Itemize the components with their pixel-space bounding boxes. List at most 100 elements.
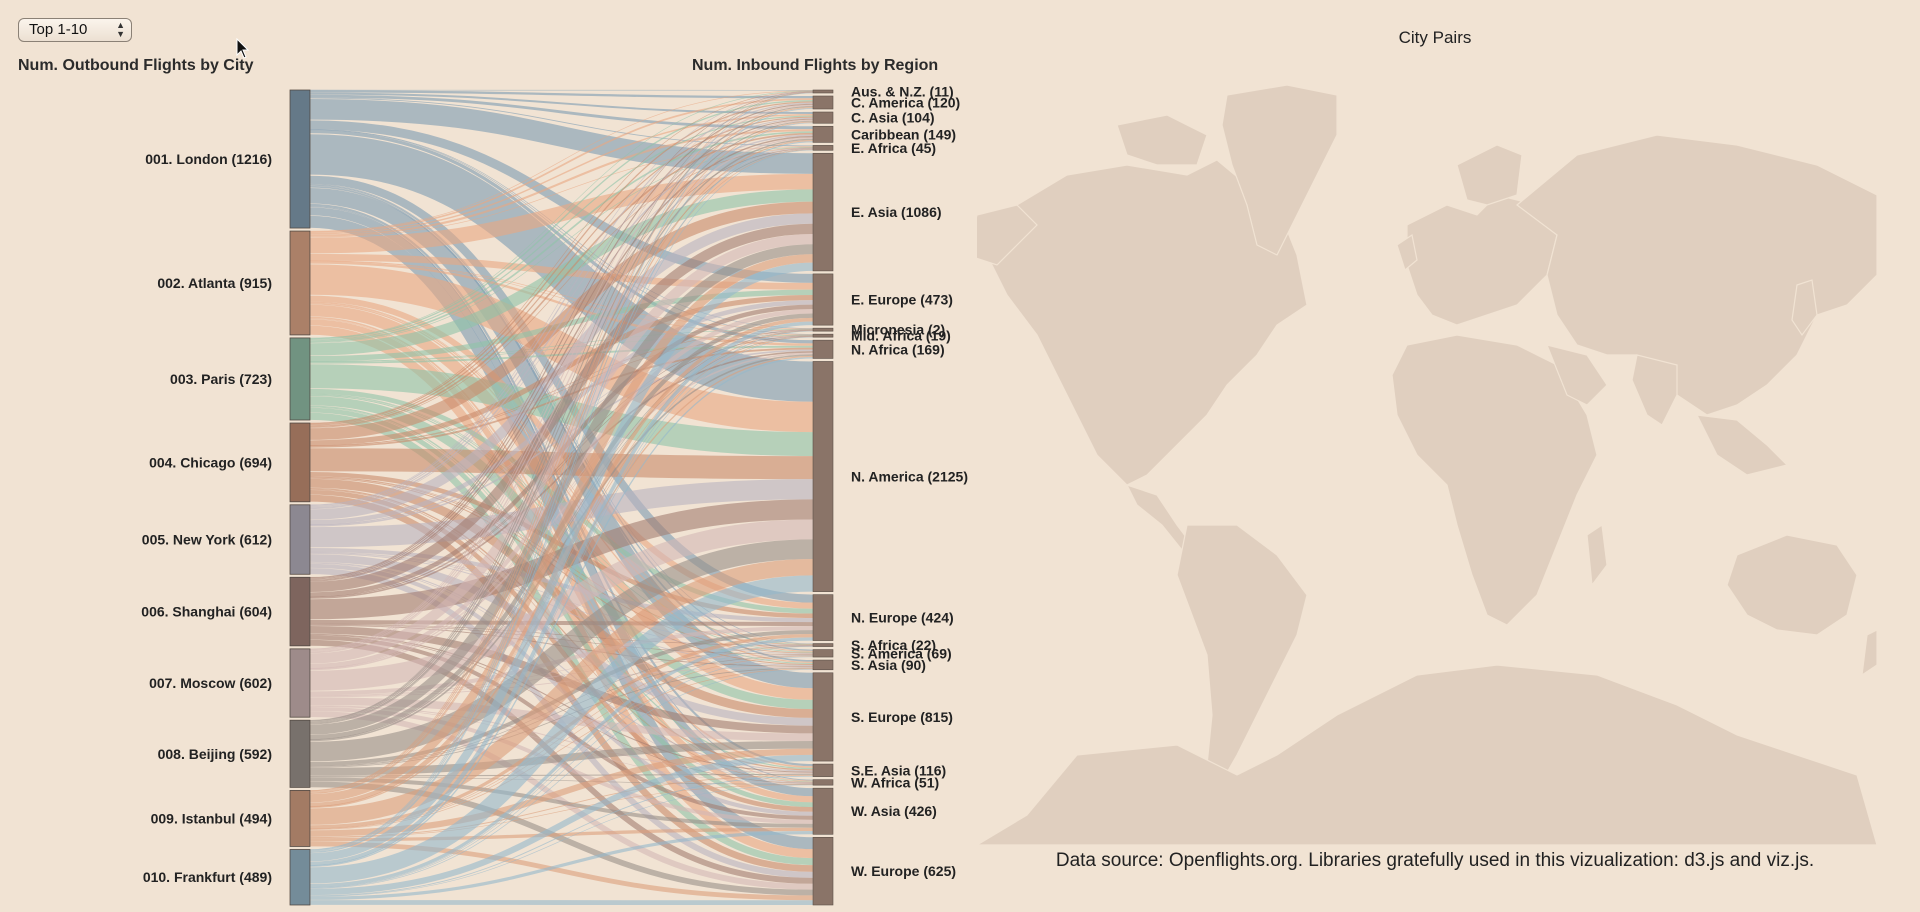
- sankey-link: [309, 92, 814, 721]
- target-label: Aus. & N.Z. (11): [851, 84, 954, 100]
- sankey-link: [309, 99, 814, 340]
- sankey-link: [309, 637, 814, 888]
- sankey-link: [309, 262, 814, 862]
- sankey-link: [309, 213, 814, 520]
- sankey-link: [309, 539, 814, 762]
- target-node: [812, 594, 834, 641]
- map-title: City Pairs: [1398, 28, 1472, 47]
- sankey-link: [309, 149, 814, 854]
- sankey-link: [309, 841, 814, 901]
- source-label: 004. Chicago (694): [149, 454, 272, 470]
- target-node: [812, 152, 834, 272]
- target-node: [812, 779, 834, 786]
- sankey-link: [309, 91, 814, 506]
- sankey-link: [309, 94, 814, 130]
- sankey-link: [309, 336, 814, 866]
- sankey-link: [309, 559, 814, 825]
- target-node: [812, 787, 834, 835]
- antarctica-land: [977, 664, 1877, 845]
- sankey-link: [309, 121, 814, 793]
- sankey-link: [309, 189, 814, 356]
- sankey-link: [309, 129, 814, 237]
- target-label: C. Asia (104): [851, 110, 935, 126]
- sankey-link: [309, 655, 814, 767]
- source-node-shade: [290, 849, 310, 905]
- central-america-land: [1125, 483, 1193, 551]
- sankey-link: [309, 784, 814, 897]
- sankey-link: [309, 656, 814, 889]
- target-label: S. Europe (815): [851, 709, 953, 725]
- outbound-heading: Num. Outbound Flights by City: [18, 57, 254, 74]
- source-label: 008. Beijing (592): [158, 746, 272, 762]
- sankey-link: [309, 711, 814, 890]
- sankey-link: [309, 134, 814, 509]
- target-label: Mid. Africa (19): [851, 328, 951, 344]
- sankey-link: [309, 354, 814, 742]
- source-node-shade: [290, 790, 310, 847]
- target-node: [812, 659, 834, 671]
- source-node-shade: [290, 648, 310, 718]
- range-select[interactable]: Top 1-10 ▲ ▼: [18, 18, 132, 42]
- sankey-link: [309, 103, 814, 579]
- sankey-link: [309, 345, 814, 364]
- source-node: [289, 337, 311, 421]
- source-node-shade: [290, 577, 310, 646]
- target-label: S. Asia (90): [851, 657, 926, 673]
- sankey-link: [309, 646, 814, 888]
- sankey-link: [309, 173, 814, 254]
- target-node: [812, 836, 834, 906]
- target-label: S.E. Asia (116): [851, 762, 946, 778]
- target-node: [812, 111, 834, 124]
- source-label: 007. Moscow (602): [149, 675, 272, 691]
- sankey-link: [309, 101, 814, 425]
- target-label: W. Europe (625): [851, 863, 956, 879]
- sankey-link: [309, 122, 814, 852]
- sankey-link: [309, 260, 814, 330]
- target-node: [812, 273, 834, 326]
- sankey-link: [309, 563, 814, 783]
- sankey-link: [309, 776, 814, 785]
- target-label: Micronesia (2): [851, 322, 945, 338]
- target-node: [812, 333, 834, 338]
- source-label: 003. Paris (723): [170, 371, 272, 387]
- sankey-link: [309, 321, 814, 866]
- sankey-link: [309, 773, 814, 777]
- sankey-link: [309, 91, 814, 578]
- sankey-link: [309, 223, 814, 592]
- target-node: [812, 89, 834, 94]
- sankey-link: [309, 98, 814, 233]
- source-node: [289, 849, 311, 906]
- target-label: Caribbean (149): [851, 126, 956, 142]
- target-label: C. America (120): [851, 94, 960, 110]
- sankey-link: [309, 140, 814, 794]
- africa-land: [1391, 334, 1598, 626]
- sankey-link: [309, 91, 814, 650]
- mouse-cursor-icon: [236, 38, 250, 59]
- arctic-islands-land: [1116, 114, 1208, 166]
- sankey-link: [309, 90, 814, 99]
- sankey-link: [309, 775, 814, 897]
- sankey-link: [309, 92, 814, 850]
- sankey-link: [309, 129, 814, 329]
- sankey-link: [309, 108, 814, 851]
- asia-land: [1516, 134, 1877, 416]
- scandinavia-land: [1456, 144, 1523, 206]
- source-node-shade: [290, 231, 310, 335]
- new-zealand-land: [1861, 629, 1877, 677]
- sankey-link: [309, 781, 814, 896]
- sankey-link: [309, 669, 814, 889]
- sankey-link: [309, 118, 814, 580]
- source-node-shade: [290, 337, 310, 421]
- sankey-link: [309, 116, 814, 426]
- sankey-link: [309, 137, 814, 653]
- target-node: [812, 672, 834, 762]
- sankey-link: [309, 90, 814, 339]
- south-america-land: [1176, 524, 1308, 792]
- sankey-link: [309, 335, 814, 447]
- target-label: E. Europe (473): [851, 292, 953, 308]
- select-arrows-icon: ▲ ▼: [116, 20, 125, 39]
- target-node: [812, 361, 834, 592]
- sankey-link: [309, 92, 814, 791]
- target-label: N. Africa (169): [851, 341, 945, 357]
- sankey-link: [309, 330, 814, 866]
